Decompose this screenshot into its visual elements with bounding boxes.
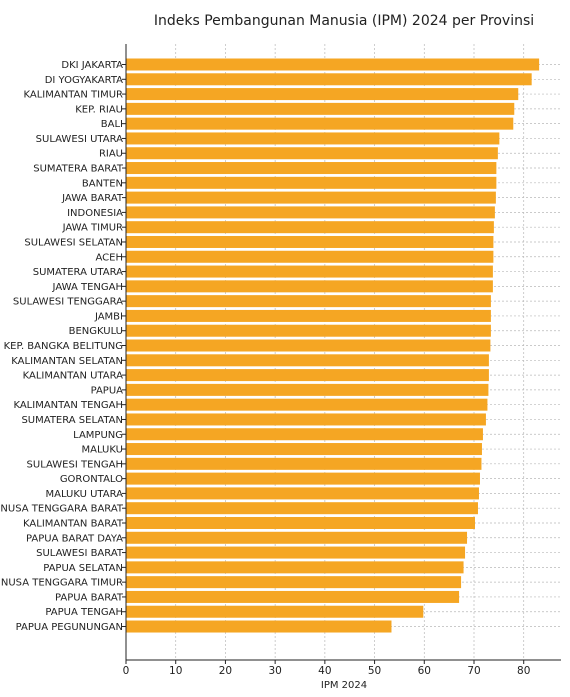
bar [126,590,460,603]
category-label: BALI [101,119,123,130]
axes [125,44,561,661]
category-label: ACEH [96,252,124,263]
bar [126,576,462,589]
x-tick-label: 30 [268,665,281,677]
category-label: KALIMANTAN SELATAN [11,356,123,367]
category-label: PAPUA BARAT [55,592,124,603]
bar [126,265,493,278]
bar [126,324,491,337]
category-label: SULAWESI BARAT [36,548,124,559]
category-label: GORONTALO [60,474,123,485]
x-axis-label: IPM 2024 [321,680,367,691]
bar [126,472,480,485]
x-tick-label: 0 [123,665,130,677]
category-label: BANTEN [82,178,123,189]
bar [126,58,540,71]
bar [126,235,494,248]
bar [126,428,483,441]
bar [126,457,482,470]
category-label: SUMATERA BARAT [33,164,124,175]
category-label: DI YOGYAKARTA [45,75,123,86]
bar [126,250,494,263]
category-label: KALIMANTAN TIMUR [24,90,124,101]
bar [126,620,392,633]
category-label: PAPUA TENGAH [45,607,123,618]
chart-title: Indeks Pembangunan Manusia (IPM) 2024 pe… [154,13,534,29]
bar [126,73,532,86]
bar [126,369,489,382]
category-labels: DKI JAKARTA DI YOGYAKARTA KALIMANTAN TIMUR… [0,60,126,633]
bar [126,88,519,101]
bar [126,309,491,322]
category-label: LAMPUNG [73,430,123,441]
category-label: NUSA TENGGARA TIMUR [1,578,123,589]
bar [126,280,493,293]
category-label: RIAU [99,149,123,160]
category-label: KALIMANTAN UTARA [23,371,124,382]
category-label: PAPUA BARAT DAYA [26,533,123,544]
x-tick-label: 20 [219,665,232,677]
bar [126,339,491,352]
bar [126,605,424,618]
bar [126,413,486,426]
category-label: SULAWESI TENGGARA [13,297,123,308]
bar [126,221,494,234]
category-label: MALUKU [82,445,123,456]
bar [126,354,489,367]
bar [126,487,479,500]
category-label: MALUKU UTARA [45,489,123,500]
category-label: KALIMANTAN BARAT [23,518,124,529]
category-label: PAPUA [91,385,124,396]
bar [126,191,496,204]
category-label: KALIMANTAN TENGAH [13,400,123,411]
bar [126,295,491,308]
bar [126,531,468,544]
bar [126,383,489,396]
category-label: SUMATERA SELATAN [21,415,123,426]
x-ticks: 0 10 20 30 40 50 60 70 80 [123,660,530,677]
category-label: SUMATERA UTARA [33,267,123,278]
category-label: SULAWESI UTARA [36,134,123,145]
bar [126,502,478,515]
bar [126,398,488,411]
category-label: JAWA TENGAH [52,282,123,293]
bar [126,546,466,559]
bar [126,162,497,175]
x-tick-label: 60 [418,665,431,677]
category-label: DKI JAKARTA [61,60,123,71]
category-label: JAWA TIMUR [62,223,123,234]
bar [126,117,514,130]
category-label: NUSA TENGGARA BARAT [0,504,123,515]
category-label: BENGKULU [69,326,123,337]
bar [126,147,498,160]
bar [126,443,482,456]
bars-group [126,58,540,633]
category-label: SULAWESI SELATAN [24,237,123,248]
bar [126,132,500,145]
bar [126,176,497,189]
x-tick-label: 70 [467,665,480,677]
category-label: PAPUA SELATAN [43,563,123,574]
category-label: KEP. BANGKA BELITUNG [4,341,123,352]
category-label: JAWA BARAT [61,193,124,204]
x-tick-label: 50 [368,665,381,677]
category-label: SULAWESI TENGAH [27,459,123,470]
bar [126,561,464,574]
bar [126,516,475,529]
bar [126,102,515,115]
bar [126,206,495,219]
x-tick-label: 10 [169,665,182,677]
category-label: KEP. RIAU [75,104,123,115]
x-tick-label: 80 [517,665,530,677]
category-label: INDONESIA [67,208,123,219]
category-label: JAMBI [94,311,123,322]
category-label: PAPUA PEGUNUNGAN [16,622,123,633]
x-tick-label: 40 [318,665,331,677]
